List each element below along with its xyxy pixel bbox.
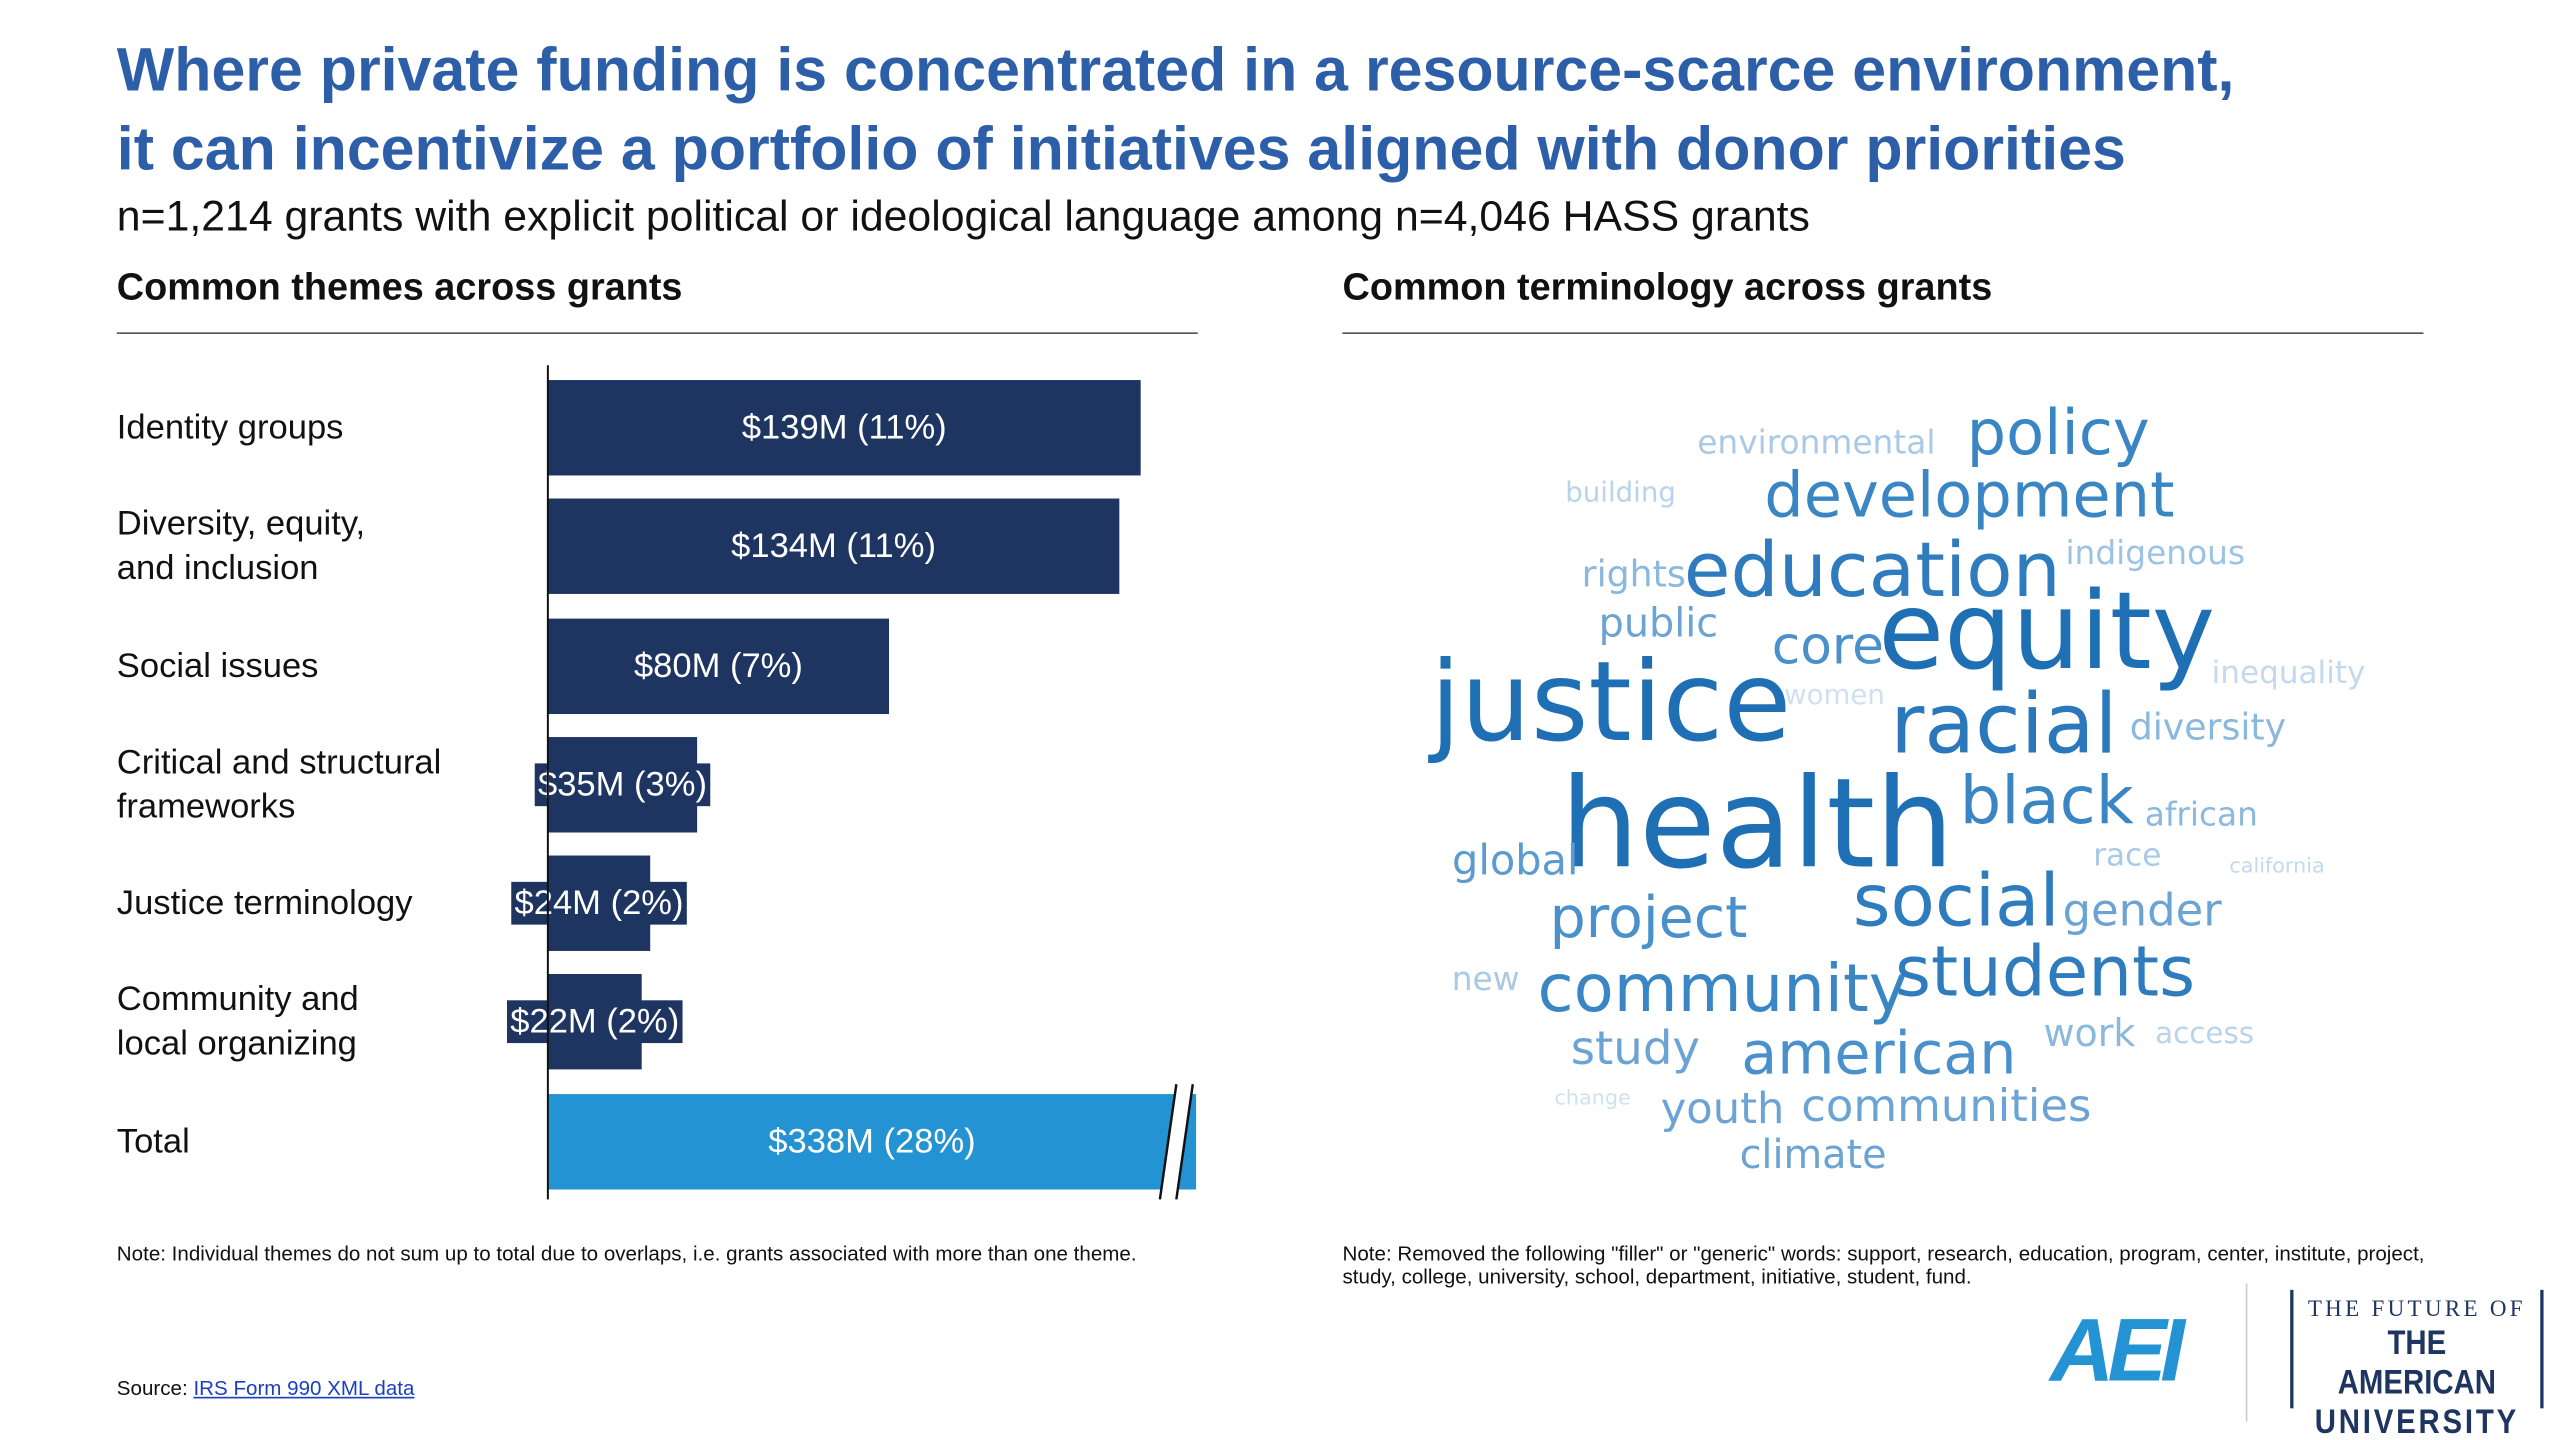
- rule: [1342, 332, 2424, 334]
- bar: [547, 618, 890, 715]
- word: diversity: [2130, 706, 2286, 749]
- word: public: [1599, 601, 1719, 647]
- logo-text: UNIVERSITY: [2314, 1403, 2519, 1440]
- word: new: [1452, 960, 1520, 998]
- word: equity: [1878, 570, 2215, 694]
- value-label-bg: [534, 763, 711, 807]
- value-label-bg: [507, 1000, 683, 1044]
- word: california: [2229, 853, 2324, 877]
- word: community: [1538, 951, 1908, 1027]
- word: women: [1784, 678, 1885, 711]
- bar: [547, 498, 1120, 594]
- axis-break: [1175, 1084, 1195, 1200]
- category-label: Total: [116, 1122, 190, 1161]
- word: education: [1684, 525, 2061, 614]
- word: climate: [1740, 1132, 1887, 1178]
- note: Note: Individual themes do not sum up to…: [116, 1242, 1137, 1266]
- value-label-bg: [511, 881, 687, 925]
- section-title: Common themes across grants: [116, 264, 683, 308]
- category-label: Justice terminology: [116, 884, 413, 923]
- word: work: [2043, 1011, 2135, 1055]
- value-label: $338M (28%): [768, 1123, 975, 1161]
- value-label: $24M (2%): [515, 884, 684, 922]
- category-label: Identity groups: [116, 408, 344, 447]
- word: african: [2145, 795, 2258, 833]
- value-label: $139M (11%): [742, 409, 947, 447]
- word: building: [1565, 475, 1676, 508]
- category-label: Diversity, equity, and inclusion: [116, 505, 366, 588]
- category-label: Social issues: [116, 647, 319, 686]
- divider: [2245, 1283, 2248, 1422]
- category-label: Critical and structural frameworks: [116, 743, 442, 826]
- source-link[interactable]: IRS Form 990 XML data: [193, 1377, 415, 1401]
- word: development: [1764, 459, 2174, 532]
- value-label: $22M (2%): [510, 1002, 679, 1040]
- section-title: Common terminology across grants: [1342, 264, 1993, 308]
- title: Where private funding is concentrated in…: [116, 36, 2235, 104]
- word: social: [1853, 860, 2060, 944]
- word: environmental: [1697, 424, 1935, 462]
- logo-text: THE AMERICAN: [2337, 1324, 2496, 1402]
- value-label: $134M (11%): [731, 527, 936, 565]
- word: access: [2155, 1016, 2254, 1050]
- word: gender: [2063, 883, 2223, 936]
- rule: [116, 332, 1198, 334]
- word: indigenous: [2065, 534, 2245, 572]
- word: core: [1772, 617, 1884, 677]
- category-label: Community and local organizing: [116, 980, 359, 1063]
- word: race: [2093, 838, 2161, 874]
- logo-text: THE FUTURE OF: [2307, 1298, 2526, 1323]
- word: inequality: [2212, 655, 2366, 691]
- word: racial: [1890, 675, 2117, 772]
- subtitle: n=1,214 grants with explicit political o…: [116, 190, 1810, 241]
- axis-break: [1159, 1084, 1193, 1200]
- logo-aei: AEI: [2049, 1301, 2185, 1401]
- word: students: [1895, 932, 2195, 1012]
- title: it can incentivize a portfolio of initia…: [116, 115, 2126, 183]
- word: justice: [1428, 638, 1791, 767]
- word: communities: [1801, 1079, 2091, 1132]
- word: health: [1560, 752, 1954, 896]
- word: youth: [1661, 1084, 1785, 1134]
- word: american: [1741, 1018, 2016, 1087]
- word: change: [1554, 1085, 1630, 1109]
- word: study: [1571, 1021, 1700, 1075]
- word: rights: [1582, 553, 1686, 596]
- bar: [547, 1094, 1197, 1190]
- word: policy: [1967, 396, 2150, 469]
- word: black: [1960, 763, 2134, 839]
- note: Note: Removed the following "filler" or …: [1342, 1242, 2425, 1289]
- logo-box: THE FUTURE OF THE AMERICAN UNIVERSITY: [2290, 1289, 2544, 1440]
- value-label: $80M (7%): [634, 647, 803, 685]
- word-cloud: environmental policy building development ri…: [1428, 396, 2365, 1178]
- source: Source: IRS Form 990 XML data: [117, 1377, 415, 1400]
- word: project: [1550, 885, 1748, 951]
- bar: [547, 380, 1141, 476]
- word: global: [1452, 836, 1578, 884]
- source-label: Source:: [116, 1377, 188, 1401]
- axis-break: [1158, 1084, 1178, 1200]
- value-label: $35M (3%): [538, 766, 707, 804]
